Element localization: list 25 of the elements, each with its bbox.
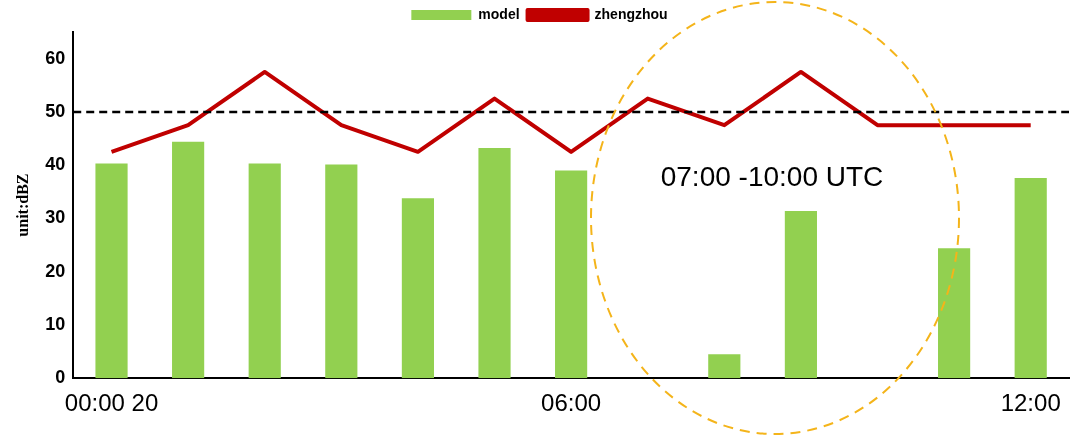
- y-axis-title: unit:dBZ: [13, 173, 31, 237]
- legend-label: model: [478, 5, 520, 22]
- bar: [478, 148, 511, 379]
- legend-label: zhengzhou: [594, 5, 668, 22]
- bar: [325, 164, 358, 379]
- bar: [95, 163, 128, 379]
- bar: [401, 198, 434, 379]
- x-tick-label: 12:00: [1000, 389, 1061, 417]
- y-tick-label: 40: [45, 154, 66, 175]
- bar: [172, 141, 205, 379]
- y-tick-label: 10: [45, 313, 66, 334]
- bar: [248, 163, 281, 379]
- bar: [1014, 177, 1047, 379]
- bar: [555, 170, 588, 379]
- x-tick-label: 06:00: [541, 389, 602, 417]
- bar: [938, 248, 971, 379]
- y-tick-label: 0: [55, 367, 66, 388]
- annotation: 07:00 -10:00 UTC: [660, 160, 884, 192]
- x-tick-label: 00:00 20: [64, 389, 159, 417]
- y-tick-label: 20: [45, 260, 66, 281]
- y-tick-label: 30: [45, 207, 66, 228]
- y-tick-label: 60: [45, 47, 66, 68]
- bar: [784, 210, 817, 379]
- y-tick-label: 50: [45, 100, 66, 121]
- bar: [708, 354, 741, 379]
